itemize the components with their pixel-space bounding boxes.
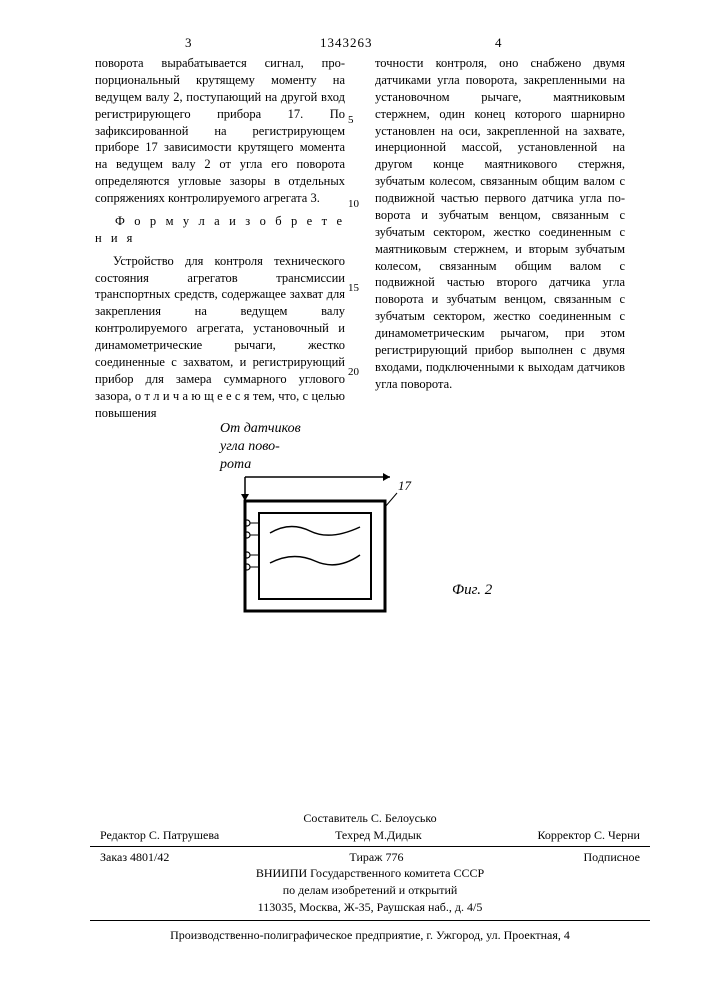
formula-heading: Ф о р м у л а и з о б р е т е н и я [95, 213, 345, 247]
tirage: Тираж 776 [349, 849, 403, 866]
imprint-block: Составитель С. Белоусько Редактор С. Пат… [90, 810, 650, 925]
line-marker: 15 [348, 283, 359, 294]
figure-caption: Фиг. 2 [452, 582, 492, 599]
body-paragraph: точности контроля, оно снабжено двумя да… [375, 55, 625, 393]
address-line: 113035, Москва, Ж-35, Раушская наб., д. … [90, 899, 650, 916]
body-paragraph: Устройство для контроля техничес­кого со… [95, 253, 345, 422]
editor-name: Редактор С. Патрушева [100, 827, 219, 844]
body-paragraph: поворота вырабатывается сигнал, про­порц… [95, 55, 345, 207]
organization-line: по делам изобретений и открытий [90, 882, 650, 899]
signature: Подписное [584, 849, 641, 866]
page-number-right: 4 [495, 35, 502, 51]
right-column: точности контроля, оно снабжено двумя да… [375, 55, 625, 393]
techred-name: Техред М.Дидык [335, 827, 422, 844]
document-number: 1343263 [320, 35, 373, 51]
line-marker: 20 [348, 367, 359, 378]
page-number-left: 3 [185, 35, 192, 51]
compiler-line: Составитель С. Белоусько [90, 810, 650, 827]
line-marker: 5 [348, 115, 354, 126]
left-column: поворота вырабатывается сигнал, про­порц… [95, 55, 345, 421]
order-number: Заказ 4801/42 [100, 849, 169, 866]
printer-line: Производственно-полиграфическое предприя… [90, 928, 650, 943]
corrector-name: Корректор С. Черни [538, 827, 640, 844]
line-marker: 10 [348, 199, 359, 210]
organization-line: ВНИИПИ Государственного комитета СССР [90, 865, 650, 882]
figure-reference-number: 17 [398, 478, 411, 494]
